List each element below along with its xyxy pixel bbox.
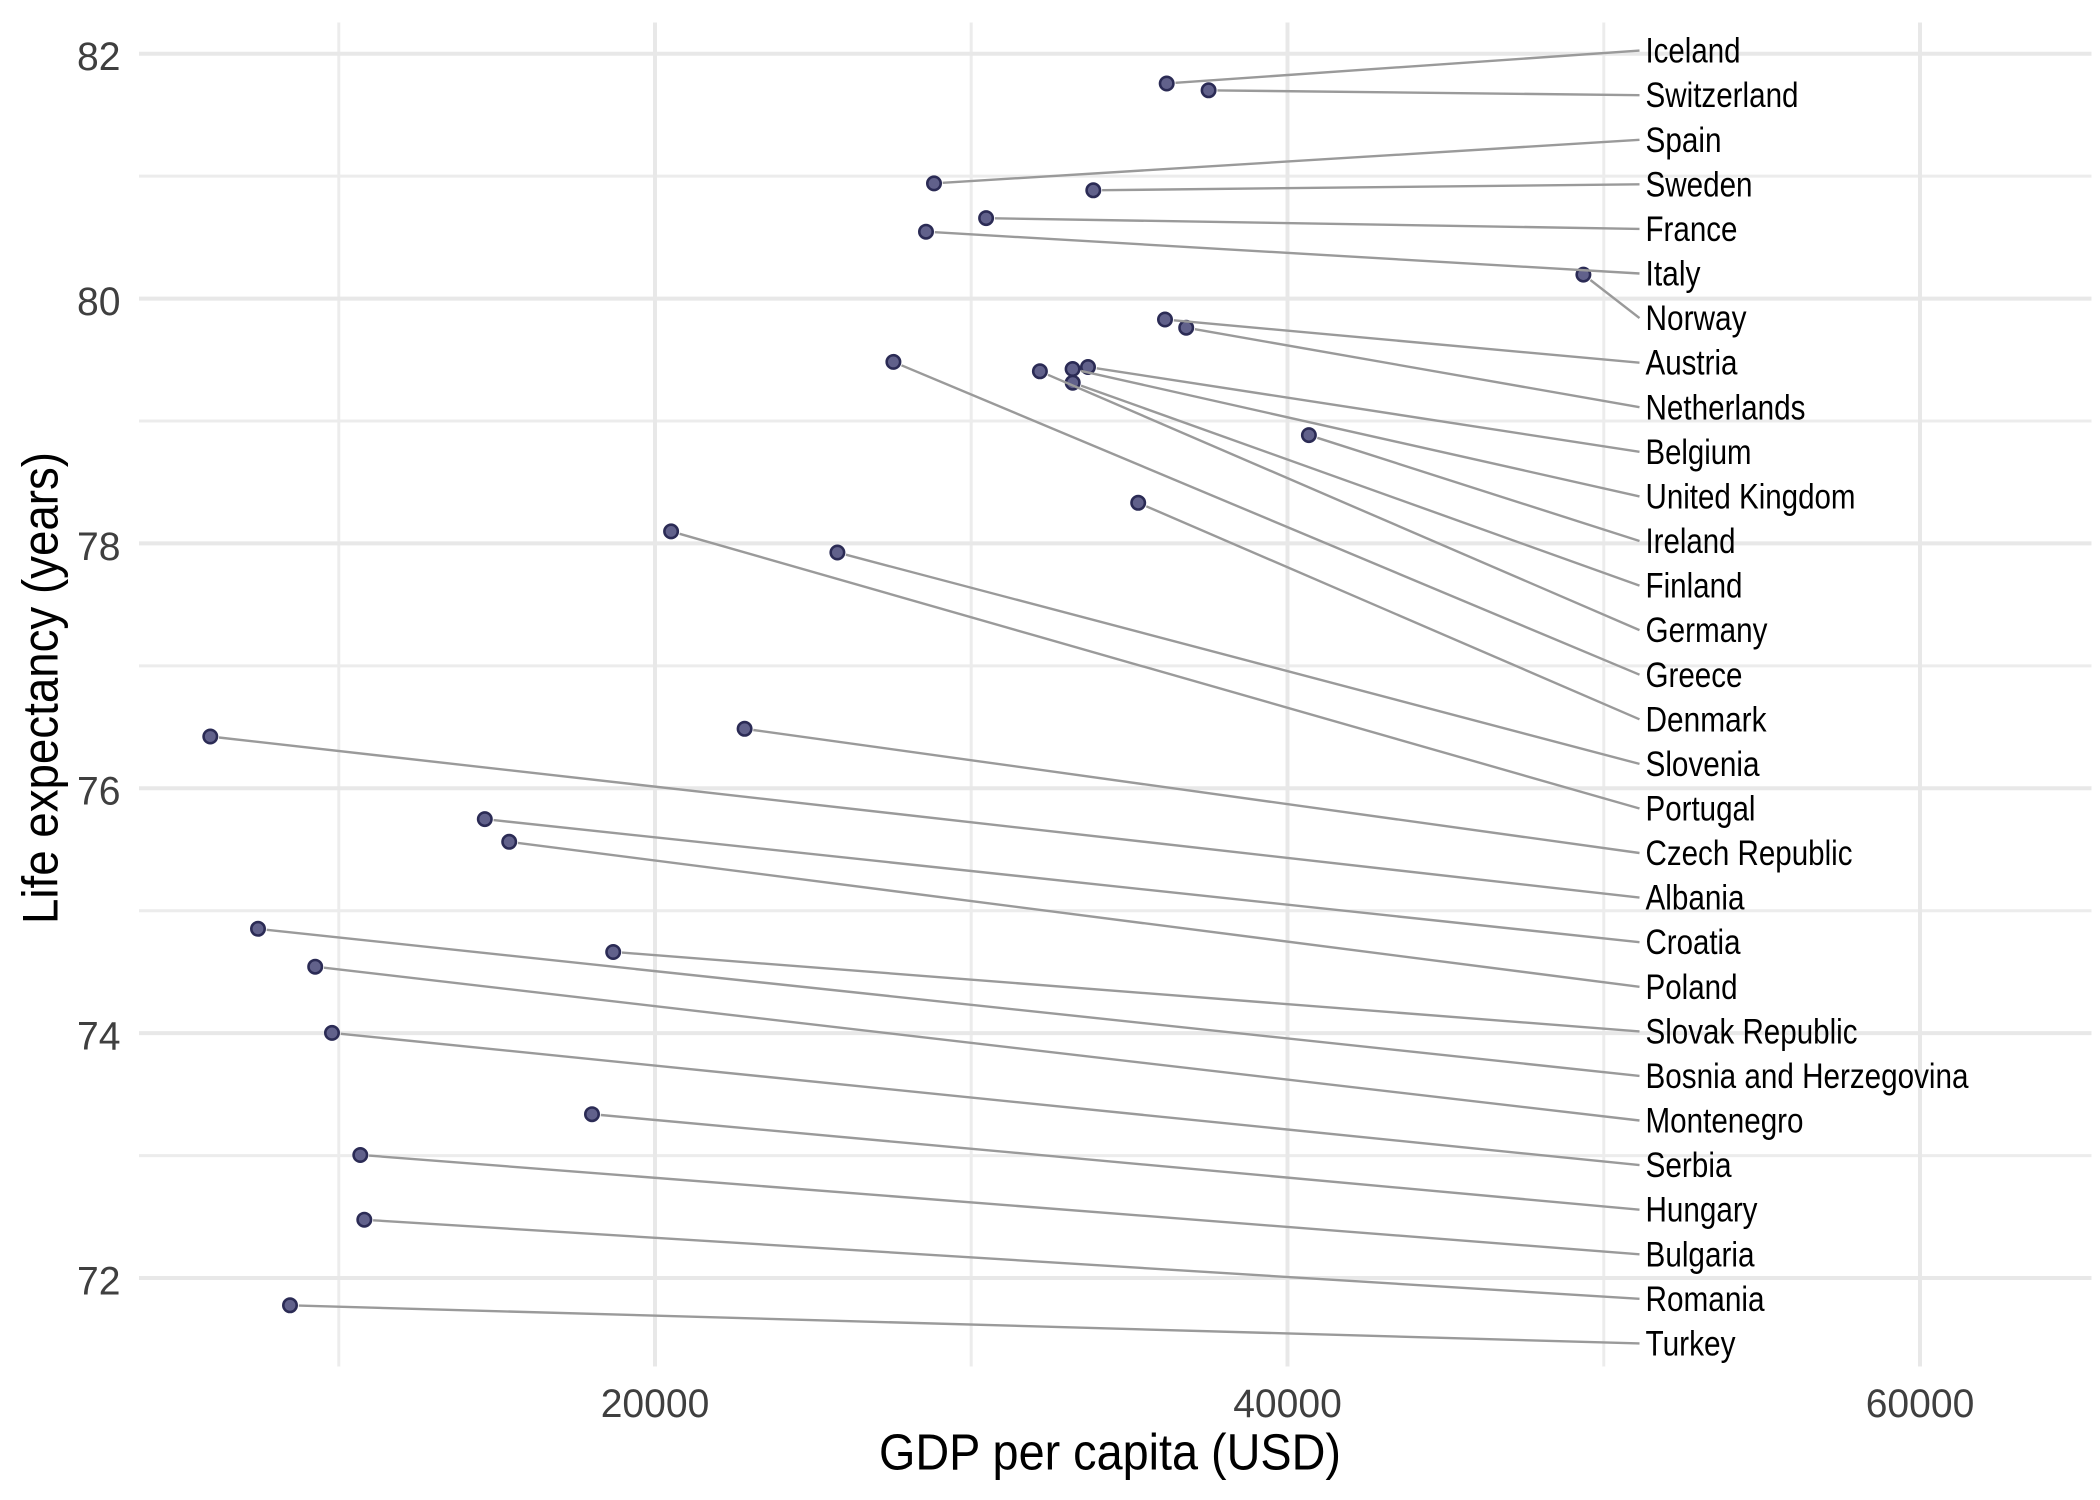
svg-text:Italy: Italy	[1646, 255, 1701, 294]
svg-text:Austria: Austria	[1646, 344, 1738, 383]
svg-text:United Kingdom: United Kingdom	[1646, 477, 1856, 516]
svg-text:Portugal: Portugal	[1646, 790, 1756, 829]
svg-text:Romania: Romania	[1646, 1280, 1765, 1319]
svg-text:Hungary: Hungary	[1646, 1191, 1758, 1230]
svg-text:GDP per capita (USD): GDP per capita (USD)	[879, 1424, 1341, 1481]
svg-text:Iceland: Iceland	[1646, 32, 1741, 71]
svg-text:Greece: Greece	[1646, 656, 1743, 695]
svg-text:76: 76	[77, 770, 121, 814]
svg-text:Norway: Norway	[1646, 299, 1747, 338]
svg-text:Bulgaria: Bulgaria	[1646, 1235, 1755, 1274]
svg-text:20000: 20000	[601, 1382, 710, 1426]
svg-text:80: 80	[77, 280, 121, 324]
svg-text:Finland: Finland	[1646, 567, 1743, 606]
svg-text:Croatia: Croatia	[1646, 923, 1741, 962]
svg-text:Czech Republic: Czech Republic	[1646, 834, 1853, 873]
svg-text:78: 78	[77, 525, 121, 569]
svg-text:Netherlands: Netherlands	[1646, 388, 1806, 427]
svg-text:Serbia: Serbia	[1646, 1146, 1732, 1185]
svg-text:Sweden: Sweden	[1646, 165, 1753, 204]
svg-text:Turkey: Turkey	[1646, 1325, 1736, 1364]
svg-text:82: 82	[77, 35, 121, 79]
svg-text:40000: 40000	[1233, 1382, 1342, 1426]
svg-text:Belgium: Belgium	[1646, 433, 1752, 472]
svg-text:74: 74	[77, 1015, 121, 1059]
svg-text:Bosnia and Herzegovina: Bosnia and Herzegovina	[1646, 1057, 1969, 1096]
svg-text:Spain: Spain	[1646, 121, 1722, 160]
svg-text:72: 72	[77, 1260, 121, 1304]
svg-text:Poland: Poland	[1646, 968, 1738, 1007]
svg-text:Albania: Albania	[1646, 879, 1745, 918]
svg-text:France: France	[1646, 210, 1738, 249]
svg-text:Switzerland: Switzerland	[1646, 76, 1799, 115]
svg-text:Montenegro: Montenegro	[1646, 1102, 1804, 1141]
svg-text:Ireland: Ireland	[1646, 522, 1736, 561]
svg-text:Germany: Germany	[1646, 611, 1768, 650]
svg-text:60000: 60000	[1866, 1382, 1975, 1426]
svg-text:Slovak Republic: Slovak Republic	[1646, 1012, 1858, 1051]
svg-text:Slovenia: Slovenia	[1646, 745, 1760, 784]
svg-text:Denmark: Denmark	[1646, 700, 1767, 739]
svg-text:Life expectancy (years): Life expectancy (years)	[13, 452, 69, 924]
